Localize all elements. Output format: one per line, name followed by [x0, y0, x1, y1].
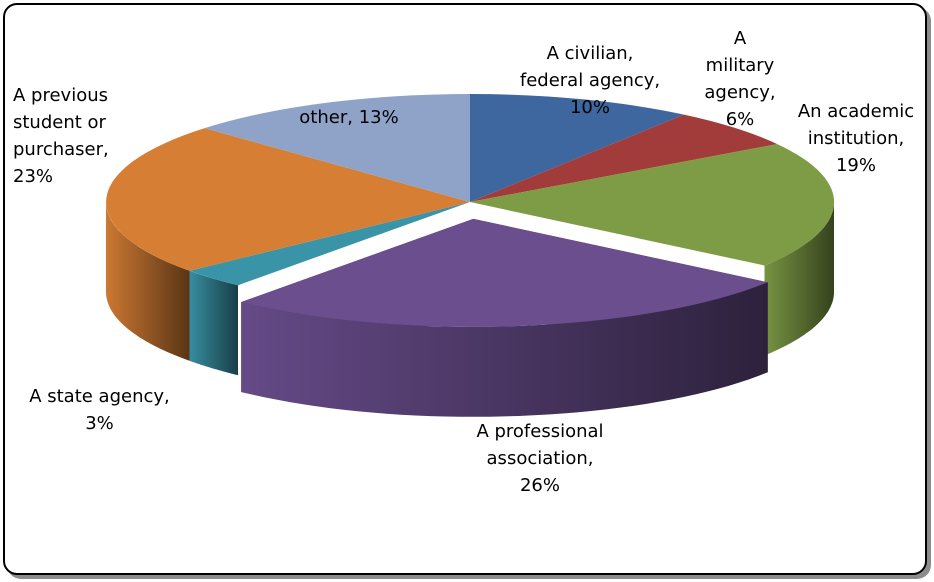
slice-top-an-academic-institution	[470, 144, 835, 266]
slice-a-previous-student-or-purchaser	[106, 202, 190, 361]
slice-top-a-previous-student-or-purchaser	[106, 128, 470, 271]
slice-wall-a-state-agency	[189, 270, 238, 376]
slice-wall-a-previous-student-or-purchaser	[106, 202, 190, 361]
slice-top-a-military-agency	[470, 114, 778, 202]
data-label-professional: A professional association, 26%	[476, 421, 604, 496]
slice-top-a-civilian-federal-agency	[470, 93, 684, 202]
data-label-state: A state agency, 3%	[29, 386, 170, 434]
data-label-academic: An academic institution, 19%	[797, 101, 915, 176]
slice-wall-an-academic-institution	[764, 202, 834, 356]
slice-top-a-professional-association	[241, 218, 768, 327]
slice-a-state-agency	[189, 270, 238, 376]
data-label-previous-student: A previous student or purchaser, 23%	[13, 85, 109, 187]
slice-top-other	[204, 94, 470, 202]
data-label-other: other, 13%	[299, 107, 399, 128]
slice-an-academic-institution	[764, 202, 834, 356]
data-label-military: A military agency, 6%	[704, 28, 776, 130]
slice-wall-a-professional-association	[241, 282, 768, 417]
slice-top-a-state-agency	[189, 202, 470, 286]
data-label-civilian-federal: A civilian, federal agency, 10%	[519, 43, 661, 118]
